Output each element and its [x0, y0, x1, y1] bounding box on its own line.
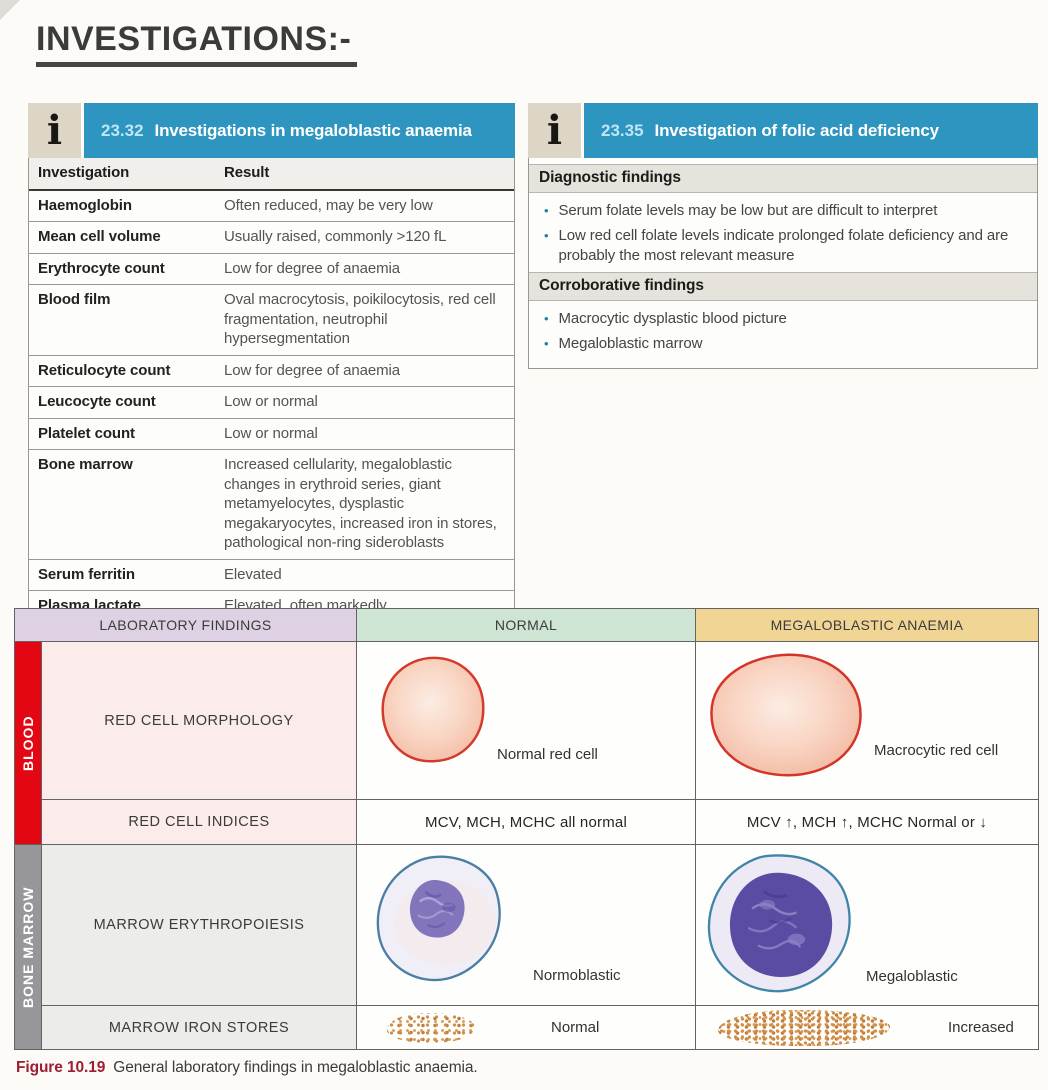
column-header-result: Result — [224, 164, 270, 181]
list-item-text: Macrocytic dysplastic blood picture — [558, 309, 787, 327]
normoblastic-cell-drawing — [376, 855, 501, 982]
info-box-23-35: i 23.35 Investigation of folic acid defi… — [528, 103, 1038, 370]
bone-marrow-section-band: BONE MARROW — [15, 845, 41, 1049]
row-label: Haemoglobin — [38, 196, 132, 214]
cell-iron-normal: Normal — [357, 1006, 695, 1049]
row-label: Leucocyte count — [38, 393, 156, 410]
box-title: Investigations in megaloblastic anaemia — [154, 120, 472, 140]
row-value: Low or normal — [224, 424, 318, 442]
investigations-table: Investigation Result Haemoglobin Often r… — [28, 158, 515, 642]
box-number: 23.35 — [601, 120, 644, 140]
info-box-titlebar: 23.32 Investigations in megaloblastic an… — [84, 103, 515, 158]
figure-caption-label: Figure 10.19 — [16, 1059, 106, 1076]
figure-caption: Figure 10.19 General laboratory findings … — [16, 1059, 478, 1077]
findings-body: Diagnostic findings • Serum folate level… — [528, 158, 1038, 370]
cell-iron-increased: Increased — [696, 1006, 1038, 1049]
box-title: Investigation of folic acid deficiency — [654, 120, 940, 140]
bullet-list: • Serum folate levels may be low but are… — [529, 193, 1037, 272]
list-item-text: Serum folate levels may be low but are d… — [558, 202, 938, 219]
row-value: Often reduced, may be very low — [224, 196, 433, 214]
bullet-list: • Macrocytic dysplastic blood picture • … — [529, 301, 1037, 360]
table-row: Blood film Oval macrocytosis, poikilocyt… — [29, 284, 514, 355]
info-icon: i — [28, 103, 81, 158]
row-label: Erythrocyte count — [38, 259, 165, 277]
bullet-icon: • — [544, 310, 549, 326]
bullet-icon: • — [544, 335, 549, 351]
table-row: Leucocyte count Low or normal — [29, 386, 514, 418]
list-item: • Serum folate levels may be low but are… — [544, 201, 1025, 221]
header-megaloblastic-anaemia: MEGALOBLASTIC ANAEMIA — [696, 609, 1038, 641]
cell-caption: Normoblastic — [533, 966, 621, 984]
info-icon: i — [528, 103, 581, 158]
cell-caption: Megaloblastic — [866, 968, 958, 986]
info-box-header: i 23.35 Investigation of folic acid defi… — [528, 103, 1038, 158]
list-item-text: Low red cell folate levels indicate prol… — [558, 227, 1009, 264]
indices-normal-text: MCV, MCH, MCHC all normal — [425, 813, 627, 831]
row-label: Reticulocyte count — [38, 361, 171, 379]
cell-caption: Normal — [551, 1019, 600, 1036]
section-heading-corroborative: Corroborative findings — [529, 271, 1037, 301]
label-marrow-iron-stores: MARROW IRON STORES — [42, 1006, 356, 1049]
figure-caption-text: General laboratory findings in megalobla… — [113, 1059, 478, 1076]
indices-megalo-text: MCV ↑, MCH ↑, MCHC Normal or ↓ — [746, 813, 988, 831]
iron-granules-drawing — [718, 1009, 890, 1046]
cell-macrocytic-red-cell: Macrocytic red cell — [696, 642, 1038, 799]
info-boxes-row: i 23.32 Investigations in megaloblastic … — [28, 103, 1038, 642]
row-label: Blood film — [38, 291, 111, 308]
laboratory-findings-table: LABORATORY FINDINGS NORMAL MEGALOBLASTIC… — [14, 608, 1039, 1050]
row-value: Low for degree of anaemia — [224, 361, 400, 379]
label-red-cell-indices: RED CELL INDICES — [42, 800, 356, 844]
macrocytic-red-cell-drawing — [710, 653, 862, 777]
row-label: Mean cell volume — [38, 228, 161, 245]
info-box-titlebar: 23.35 Investigation of folic acid defici… — [584, 103, 1038, 158]
list-item: • Low red cell folate levels indicate pr… — [544, 226, 1025, 266]
row-value: Elevated — [224, 565, 282, 583]
cell-normal-red-cell: Normal red cell — [357, 642, 695, 799]
row-label: Bone marrow — [38, 456, 133, 473]
megaloblastic-cell-drawing — [707, 854, 851, 993]
table-row: Platelet count Low or normal — [29, 417, 514, 450]
header-normal: NORMAL — [357, 609, 695, 641]
table-row: Reticulocyte count Low for degree of ana… — [29, 354, 514, 387]
list-item: • Macrocytic dysplastic blood picture — [544, 309, 1025, 329]
page-corner-artifact — [0, 0, 20, 20]
header-laboratory-findings: LABORATORY FINDINGS — [15, 609, 356, 641]
bullet-icon: • — [544, 228, 549, 244]
list-item: • Megaloblastic marrow — [544, 334, 1025, 354]
box-number: 23.32 — [101, 120, 144, 140]
row-value: Low for degree of anaemia — [224, 259, 400, 277]
column-header-investigation: Investigation — [38, 164, 130, 181]
list-item-text: Megaloblastic marrow — [558, 334, 703, 352]
table-row: Serum ferritin Elevated — [29, 558, 514, 591]
page-title: INVESTIGATIONS:- — [36, 20, 358, 67]
row-value: Oval macrocytosis, poikilocytosis, red c… — [224, 291, 496, 347]
row-label: Platelet count — [38, 424, 135, 442]
label-marrow-erythropoiesis: MARROW ERYTHROPOIESIS — [42, 845, 356, 1005]
info-box-23-32: i 23.32 Investigations in megaloblastic … — [28, 103, 515, 642]
table-row: Mean cell volume Usually raised, commonl… — [29, 221, 514, 253]
normal-red-cell-drawing — [381, 656, 485, 763]
row-value: Low or normal — [224, 393, 318, 410]
info-box-header: i 23.32 Investigations in megaloblastic … — [28, 103, 515, 158]
table-row: Bone marrow Increased cellularity, megal… — [29, 449, 514, 559]
cell-megaloblastic: Megaloblastic — [696, 845, 1038, 1005]
row-value: Increased cellularity, megaloblastic cha… — [224, 456, 497, 551]
label-red-cell-morphology: RED CELL MORPHOLOGY — [42, 642, 356, 799]
cell-normoblastic: Normoblastic — [357, 845, 695, 1005]
iron-granules-drawing — [387, 1012, 475, 1043]
section-heading-diagnostic: Diagnostic findings — [529, 164, 1037, 193]
cell-caption: Increased — [948, 1019, 1014, 1036]
table-row: Erythrocyte count Low for degree of anae… — [29, 252, 514, 285]
row-label: Serum ferritin — [38, 565, 135, 583]
row-value: Usually raised, commonly >120 fL — [224, 228, 447, 245]
cell-caption: Normal red cell — [497, 745, 598, 763]
bullet-icon: • — [544, 203, 549, 218]
table-header-row: Investigation Result — [29, 158, 514, 191]
table-row: Haemoglobin Often reduced, may be very l… — [29, 191, 514, 222]
blood-section-band: BLOOD — [15, 642, 41, 844]
cell-caption: Macrocytic red cell — [874, 742, 999, 760]
